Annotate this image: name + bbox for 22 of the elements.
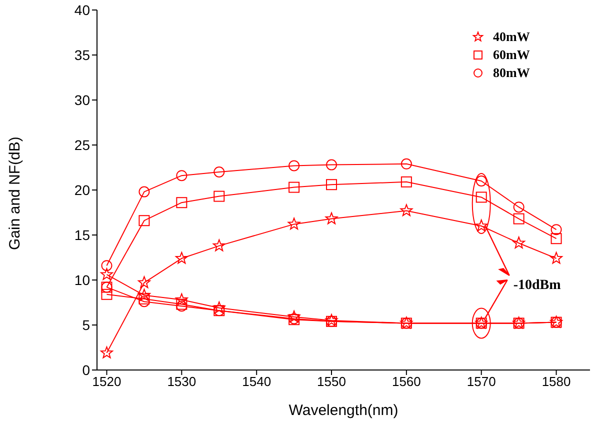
- y-tick-label: 30: [74, 92, 90, 108]
- x-tick-label: 1570: [466, 374, 496, 390]
- x-tick-label: 1550: [317, 374, 346, 390]
- legend-label: 60mW: [493, 47, 530, 63]
- legend-label: 40mW: [493, 29, 530, 45]
- y-tick-label: 35: [74, 46, 90, 63]
- annotation: -10dBm: [513, 278, 562, 293]
- x-tick-label: 1560: [392, 374, 421, 390]
- y-tick-label: 15: [74, 226, 90, 243]
- y-tick-label: 25: [74, 136, 90, 153]
- x-axis-title: Wavelength(nm): [288, 402, 398, 419]
- y-axis-title: Gain and NF(dB): [6, 136, 24, 250]
- y-tick-label: 10: [74, 272, 90, 288]
- legend-label: 80mW: [493, 65, 530, 81]
- x-tick-label: 1580: [542, 374, 571, 390]
- x-tick-label: 1520: [92, 374, 122, 390]
- y-tick-label: 40: [74, 2, 90, 18]
- x-tick-label: 1540: [242, 374, 272, 390]
- x-tick-label: 1530: [167, 374, 196, 390]
- y-tick-label: 0: [82, 362, 90, 378]
- y-tick-label: 20: [74, 182, 90, 198]
- y-tick-label: 5: [82, 316, 90, 333]
